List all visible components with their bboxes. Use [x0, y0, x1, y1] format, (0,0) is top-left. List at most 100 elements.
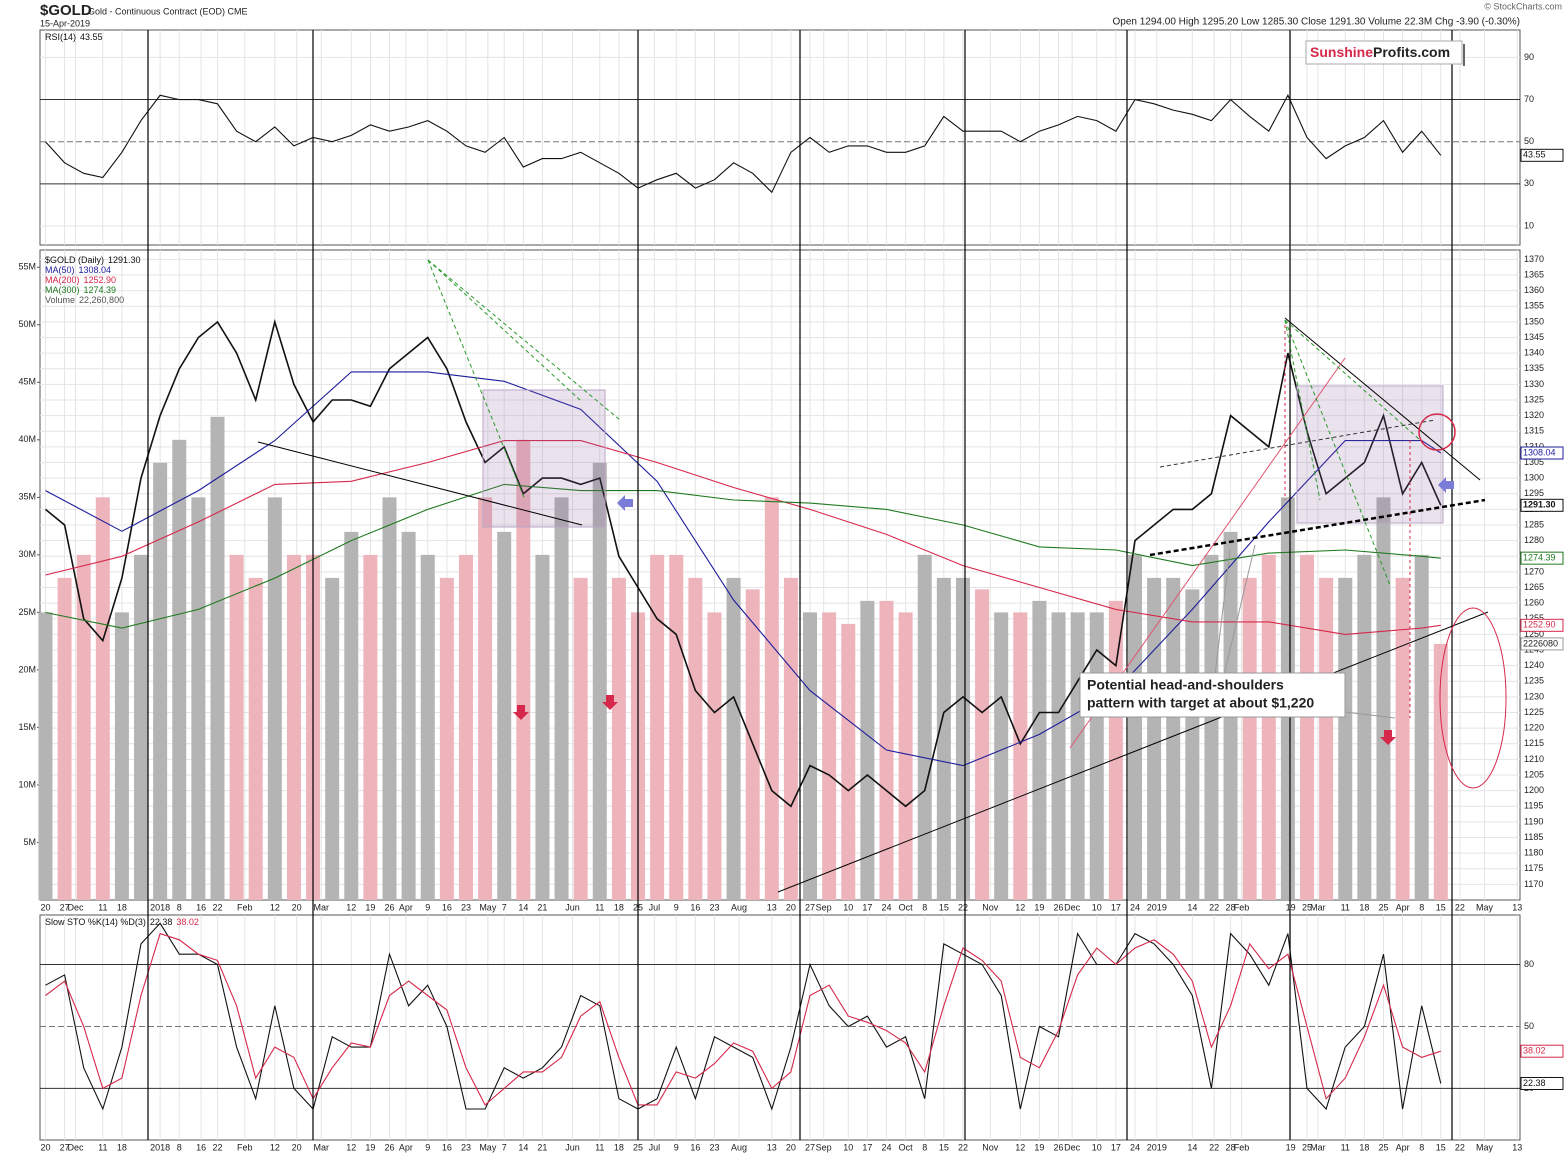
legend-entry: 38.02 — [176, 917, 199, 927]
x-tick-label: 22 — [212, 902, 222, 912]
x-tick-label: 24 — [1130, 902, 1140, 912]
x-tick-label: 11 — [98, 902, 107, 912]
x-tick-label: Mar — [314, 1142, 330, 1152]
x-tick-label: Jun — [565, 902, 580, 912]
volume-bar — [1300, 554, 1315, 900]
annotation: pattern with target at about $1,220 — [1087, 695, 1314, 711]
x-tick-label: 22 — [1209, 1142, 1219, 1152]
volume-bar — [1147, 577, 1162, 900]
volume-bar — [1108, 600, 1123, 900]
volume-bar — [707, 612, 722, 900]
x-tick-label: 27 — [805, 1142, 815, 1152]
x-tick-label: 15 — [939, 902, 949, 912]
x-tick-label: 25 — [1302, 902, 1312, 912]
y-tick-label: 10 — [1524, 220, 1534, 230]
x-tick-label: 16 — [690, 902, 700, 912]
x-tick-label: Dec — [1064, 1142, 1081, 1152]
x-tick-label: 22 — [1209, 902, 1219, 912]
y-tick-label: 1215 — [1524, 738, 1544, 748]
y2-tick-label: 10M — [18, 779, 36, 789]
x-tick-label: 22 — [958, 1142, 968, 1152]
x-tick-label: 12 — [270, 902, 280, 912]
y-tick-label: 1185 — [1524, 832, 1543, 842]
x-tick-label: Feb — [1234, 1142, 1250, 1152]
x-tick-label: 24 — [881, 902, 891, 912]
x-tick-label: 2018 — [150, 1142, 170, 1152]
x-tick-label: 20 — [40, 1142, 50, 1152]
y-tick-label: 70 — [1524, 94, 1534, 104]
legend: RSI(14) 43.55 — [45, 32, 103, 42]
x-tick-label: 11 — [1341, 1142, 1350, 1152]
x-tick-label: 20 — [40, 902, 50, 912]
x-tick-label: 18 — [614, 1142, 624, 1152]
line-series — [45, 932, 1441, 1106]
x-tick-label: 27 — [60, 902, 70, 912]
logo-a: Sunshine — [1310, 44, 1373, 60]
x-tick-label: 8 — [922, 1142, 927, 1152]
volume-bar — [248, 577, 263, 900]
last-label: 1252.90 — [1523, 620, 1556, 630]
x-tick-label: 12 — [346, 902, 356, 912]
y-tick-label: 1305 — [1524, 457, 1544, 467]
legend-name: MA(200) — [45, 275, 80, 285]
y-tick-label: 1350 — [1524, 316, 1544, 326]
last-badge — [1520, 148, 1564, 162]
ohlc: Open 1294.00 High 1295.20 Low 1285.30 Cl… — [1113, 17, 1521, 28]
volume-bar — [1414, 554, 1429, 900]
last-label: 43.55 — [1523, 150, 1546, 160]
x-tick-label: Sep — [816, 1142, 832, 1152]
y-tick-label: 1250 — [1524, 629, 1544, 639]
volume-bar — [1070, 612, 1085, 900]
y-tick-label: 1195 — [1524, 801, 1543, 811]
volume-bar — [1204, 554, 1219, 900]
x-tick-label: 21 — [537, 1142, 547, 1152]
volume-bar — [401, 531, 416, 900]
volume-bar — [1185, 589, 1200, 900]
volume-bar — [688, 577, 703, 900]
legend-value: 1274.39 — [84, 285, 117, 295]
x-tick-label: 2019 — [1147, 902, 1167, 912]
legend: $GOLD (Daily) 1291.30 — [45, 255, 141, 265]
volume-bar — [363, 554, 378, 900]
x-tick-label: 2018 — [150, 902, 170, 912]
last-badge — [1520, 637, 1564, 651]
volume-bar — [592, 462, 607, 900]
volume-bar — [1376, 497, 1391, 900]
x-tick-label: 2019 — [1147, 1142, 1167, 1152]
x-tick-label: 25 — [633, 1142, 643, 1152]
volume-bar — [286, 554, 301, 900]
y-tick-label: 1170 — [1524, 879, 1543, 889]
x-tick-label: 22 — [958, 902, 968, 912]
y-tick-label: 1280 — [1524, 535, 1544, 545]
x-tick-label: 12 — [1015, 1142, 1025, 1152]
volume-bar — [114, 612, 129, 900]
y2-tick-label: 30M — [18, 549, 36, 559]
x-tick-label: 22 — [1455, 1142, 1465, 1152]
x-tick-label: Aug — [731, 902, 747, 912]
x-tick-label: Oct — [899, 902, 914, 912]
volume-bar — [975, 589, 990, 900]
y-tick-label: 1190 — [1524, 816, 1543, 826]
x-tick-label: 17 — [1111, 1142, 1121, 1152]
x-tick-label: Apr — [399, 902, 413, 912]
y-tick-label: 1270 — [1524, 566, 1544, 576]
x-tick-label: 22 — [1455, 902, 1465, 912]
x-tick-label: Mar — [314, 902, 330, 912]
x-tick-label: 11 — [595, 902, 604, 912]
x-tick-label: Feb — [237, 902, 253, 912]
last-label: 2226080 — [1523, 638, 1558, 648]
y-tick-label: 1335 — [1524, 363, 1544, 373]
x-tick-label: 10 — [1092, 902, 1102, 912]
x-tick-label: May — [1476, 1142, 1494, 1152]
x-tick-label: Mar — [1310, 902, 1326, 912]
x-tick-label: 13 — [767, 902, 777, 912]
x-tick-label: 16 — [196, 1142, 206, 1152]
legend-value: 1252.90 — [84, 275, 117, 285]
x-tick-label: 19 — [1286, 1142, 1296, 1152]
legend-value: 1308.04 — [79, 265, 112, 275]
y-tick-label: 1340 — [1524, 348, 1544, 358]
volume-bar — [210, 416, 225, 900]
y-tick-label: 1265 — [1524, 582, 1544, 592]
